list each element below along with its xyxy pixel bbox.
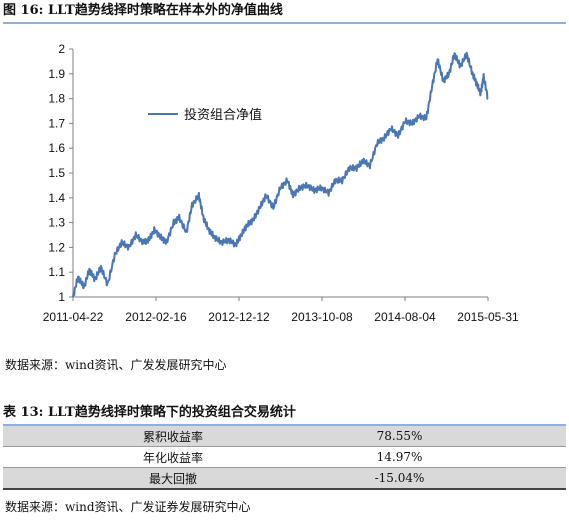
x-tick-label: 2012-02-16 (125, 310, 187, 324)
figure-title: 图 16: LLT趋势线择时策略在样本外的净值曲线 (3, 0, 566, 24)
row-value: -15.04% (343, 467, 566, 490)
y-tick-label: 1.7 (48, 116, 65, 130)
table-row: 累积收益率 78.55% (3, 426, 566, 447)
x-tick-label: 2013-10-08 (291, 310, 353, 324)
y-tick-label: 1.4 (48, 191, 65, 205)
y-tick-label: 1.9 (48, 67, 65, 81)
y-tick-label: 1.5 (48, 166, 65, 180)
x-tick-label: 2015-05-31 (457, 310, 519, 324)
y-tick-label: 1.1 (48, 265, 65, 279)
x-tick-label: 2012-12-12 (208, 310, 270, 324)
y-tick-label: 1 (58, 290, 65, 304)
y-tick-label: 1.8 (48, 92, 65, 106)
row-value: 14.97% (343, 446, 566, 468)
net-value-line-chart: 1 1.1 1.2 1.3 1.4 1.5 1.6 1.7 1.8 1.9 2 2011-04-22 2… (43, 42, 519, 324)
trade-stats-table: 累积收益率 78.55% 年化收益率 14.97% 最大回撤 -15.04% (3, 426, 566, 490)
x-tick-label: 2011-04-22 (43, 310, 104, 324)
x-tick-label: 2014-08-04 (374, 310, 436, 324)
table-row: 最大回撤 -15.04% (3, 467, 566, 490)
y-tick-label: 1.6 (48, 141, 65, 155)
table-source-note: 数据来源：wind资讯、广发证券发展研究中心 (5, 500, 251, 514)
y-tick-label: 1.2 (48, 240, 65, 254)
row-value: 78.55% (343, 426, 566, 447)
y-tick-label: 2 (58, 42, 65, 56)
row-label: 年化收益率 (3, 446, 343, 468)
y-tick-label: 1.3 (48, 216, 65, 230)
row-label: 最大回撤 (3, 467, 343, 490)
table-row: 年化收益率 14.97% (3, 446, 566, 468)
legend-label: 投资组合净值 (184, 107, 262, 123)
row-label: 累积收益率 (3, 426, 343, 447)
series-line (72, 51, 489, 298)
table-title: 表 13: LLT趋势线择时策略下的投资组合交易统计 (3, 402, 566, 426)
figure-source-note: 数据来源：wind资讯、广发发展研究中心 (5, 358, 227, 372)
